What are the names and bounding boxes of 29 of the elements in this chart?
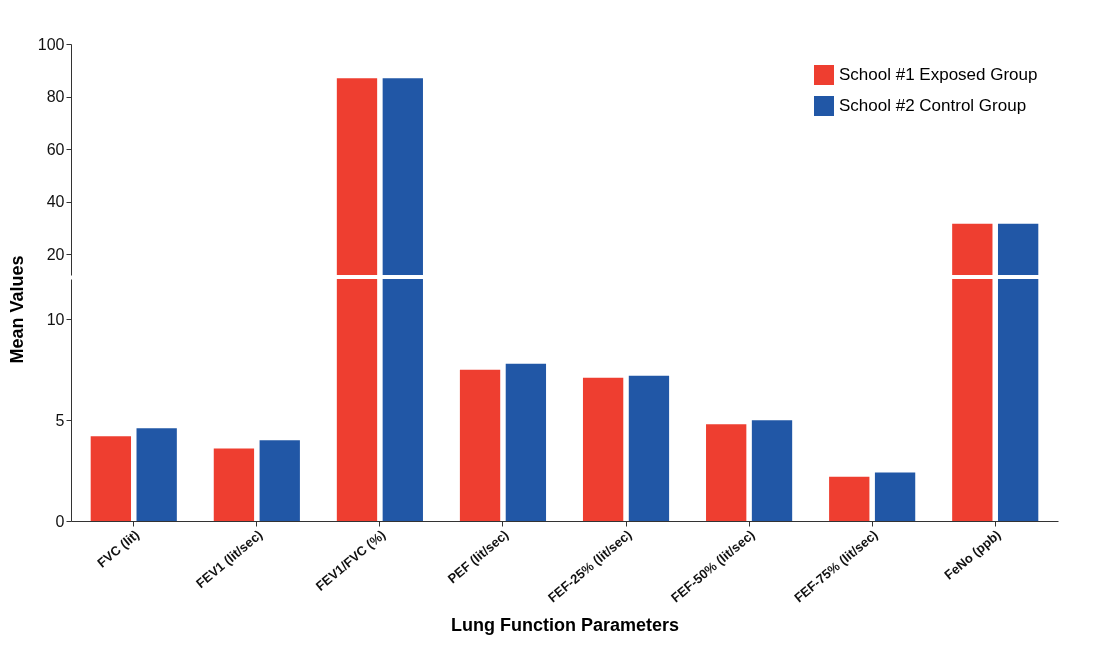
bar [628, 375, 670, 521]
x-tick-label: FVC (lit) [94, 526, 143, 571]
bar [259, 440, 300, 521]
bar [213, 448, 255, 521]
legend-label: School #1 Exposed Group [839, 65, 1038, 84]
y-tick-label: 20 [46, 245, 65, 263]
y-axis-title: Mean Values [6, 255, 27, 364]
bar [505, 363, 547, 521]
bar [874, 472, 916, 521]
y-tick-label: 40 [46, 193, 65, 210]
y-tick-label: 0 [55, 512, 65, 530]
y-tick-label: 100 [37, 35, 65, 53]
legend-label: School #2 Control Group [839, 96, 1027, 115]
x-axis-title: Lung Function Parameters [450, 615, 680, 636]
bar [952, 279, 993, 521]
bar [90, 436, 132, 521]
bar [336, 279, 378, 521]
bar [997, 279, 1039, 521]
bar [706, 424, 747, 521]
y-tick-label: 80 [46, 88, 65, 105]
y-tick-label: 10 [46, 310, 65, 328]
y-tick-label: 5 [55, 411, 65, 429]
bar [136, 428, 177, 521]
bar [582, 377, 624, 521]
y-tick-label: 60 [46, 140, 65, 158]
bar [382, 279, 423, 521]
bar [829, 476, 870, 521]
bar [751, 420, 793, 521]
bar [459, 369, 501, 521]
